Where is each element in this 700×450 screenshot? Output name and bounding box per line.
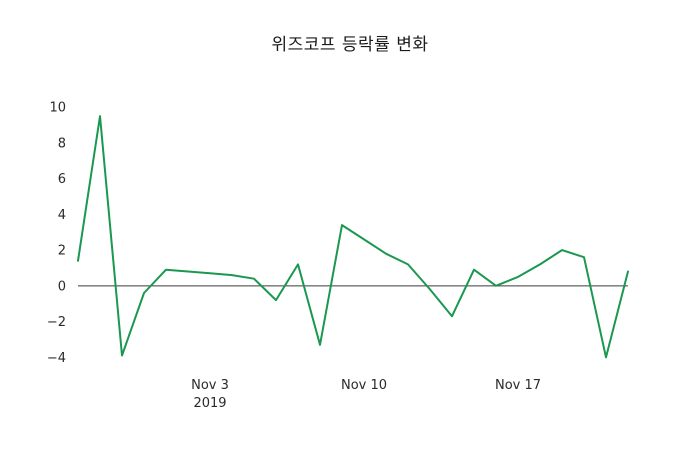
y-tick-label: 2 xyxy=(58,244,66,259)
y-tick-label: 0 xyxy=(58,279,66,294)
x-tick-sublabel: 2019 xyxy=(193,396,226,411)
y-tick-label: −2 xyxy=(47,315,66,330)
y-tick-label: 6 xyxy=(58,172,66,187)
y-tick-label: 4 xyxy=(58,208,66,223)
x-tick-label: Nov 17 xyxy=(495,378,541,393)
x-tick-label: Nov 10 xyxy=(341,378,387,393)
y-tick-label: −4 xyxy=(47,351,66,366)
x-tick-label: Nov 3 xyxy=(191,378,229,393)
series-line xyxy=(77,115,629,359)
y-tick-label: 10 xyxy=(49,101,66,116)
chart-title: 위즈코프 등락률 변화 xyxy=(271,35,429,55)
y-tick-label: 8 xyxy=(58,136,66,151)
